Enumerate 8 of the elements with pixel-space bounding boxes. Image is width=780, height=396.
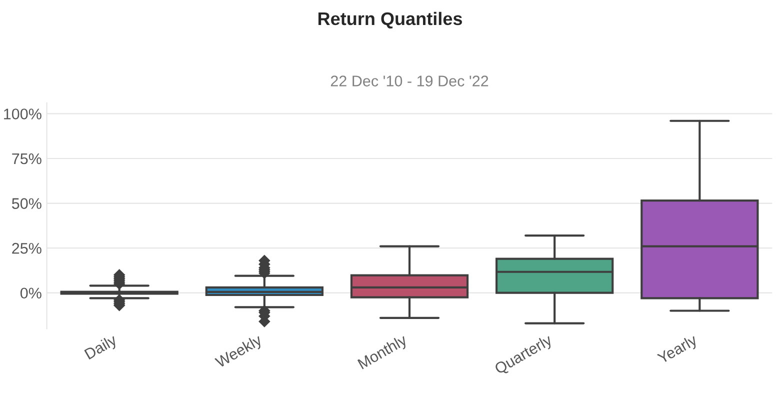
- y-tick-label: 25%: [12, 242, 42, 254]
- chart-title: Return Quantiles: [318, 12, 462, 29]
- chart-subtitle: 22 Dec '10 - 19 Dec '22: [330, 76, 488, 86]
- y-tick-label: 100%: [4, 108, 42, 120]
- y-tick-label: 0%: [20, 288, 42, 299]
- x-tick-label: Daily: [84, 334, 120, 362]
- y-tick-label: 75%: [12, 153, 42, 164]
- y-tick-label: 50%: [12, 198, 42, 209]
